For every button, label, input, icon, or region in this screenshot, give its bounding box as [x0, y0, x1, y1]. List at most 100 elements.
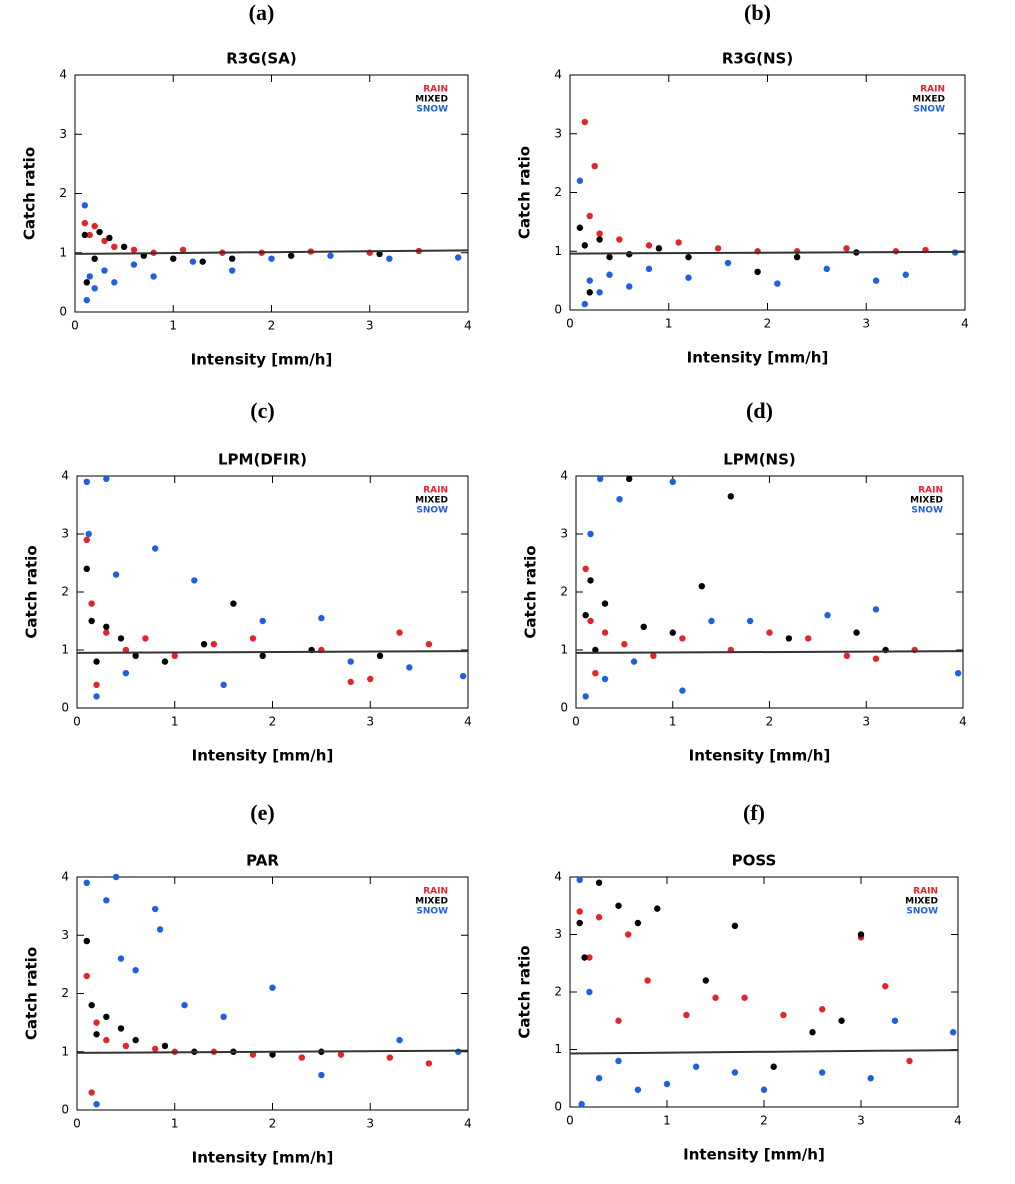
fit-line — [569, 250, 966, 255]
scatter-point — [724, 259, 732, 267]
scatter-point — [83, 879, 90, 887]
scatter-point — [179, 246, 187, 253]
scatter-point — [663, 1080, 671, 1088]
y-tick-label: 1 — [560, 643, 568, 657]
panel-label: (a) — [249, 0, 275, 25]
scatter-point — [576, 876, 583, 884]
scatter-point — [596, 230, 603, 237]
x-tick-label: 2 — [268, 319, 276, 333]
scatter-point — [595, 879, 603, 886]
scatter-point — [83, 565, 90, 572]
scatter-point — [103, 1013, 110, 1020]
scatter-point — [581, 954, 588, 961]
y-tick-label: 3 — [59, 127, 67, 141]
scatter-point — [86, 273, 93, 280]
scatter-point — [809, 1029, 816, 1036]
x-tick-label: 2 — [269, 1117, 277, 1131]
legend-entry: RAIN — [918, 486, 943, 496]
panel-label: (d) — [746, 398, 773, 423]
scatter-point — [685, 274, 692, 281]
scatter-point — [120, 243, 128, 251]
y-tick-label: 2 — [554, 985, 562, 999]
scatter-point — [132, 652, 139, 659]
scatter-point — [199, 258, 206, 265]
scatter-point — [117, 635, 125, 642]
scatter-point — [714, 245, 722, 252]
scatter-point — [601, 675, 609, 683]
scatter-point — [83, 536, 90, 543]
scatter-point — [132, 967, 139, 974]
y-tick-label: 0 — [554, 1100, 562, 1114]
scatter-point — [298, 1054, 306, 1061]
scatter-point — [111, 279, 118, 286]
scatter-point — [142, 635, 149, 642]
scatter-point — [576, 177, 584, 184]
y-axis-label: Catch ratio — [516, 146, 534, 239]
y-tick-label: 0 — [59, 305, 67, 319]
x-axis-label: Intensity [mm/h] — [687, 349, 829, 367]
x-axis-label: Intensity [mm/h] — [192, 747, 334, 765]
y-tick-label: 0 — [61, 1103, 69, 1117]
y-tick-label: 3 — [554, 126, 562, 140]
scatter-point — [156, 926, 164, 933]
scatter-point — [587, 577, 594, 584]
scatter-point — [685, 253, 692, 261]
scatter-point — [615, 902, 622, 909]
scatter-point — [654, 905, 661, 912]
y-tick-label: 1 — [61, 643, 69, 657]
plot-frame — [76, 876, 469, 1111]
x-tick-label: 0 — [71, 319, 79, 333]
scatter-point — [760, 1086, 768, 1093]
scatter-point — [93, 658, 100, 665]
x-tick-label: 1 — [669, 715, 677, 729]
chart-title: R3G(SA) — [226, 50, 296, 68]
scatter-point — [578, 1100, 585, 1108]
scatter-point — [103, 475, 110, 483]
legend-entry: RAIN — [423, 85, 448, 95]
scatter-point — [867, 1075, 874, 1082]
scatter-point — [770, 1063, 777, 1070]
x-tick-label: 4 — [954, 1114, 962, 1128]
scatter-point — [337, 1051, 345, 1058]
scatter-point — [954, 670, 962, 677]
scatter-point — [675, 239, 682, 246]
y-tick-label: 4 — [61, 870, 69, 884]
scatter-point — [425, 641, 433, 648]
scatter-point — [220, 1013, 227, 1020]
scatter-point — [81, 231, 89, 239]
x-tick-label: 3 — [366, 319, 374, 333]
y-tick-label: 2 — [554, 185, 562, 199]
scatter-point — [376, 652, 384, 659]
scatter-point — [587, 530, 594, 538]
scatter-point — [161, 658, 169, 665]
scatter-point — [88, 617, 95, 625]
scatter-point — [683, 1011, 690, 1019]
scatter-point — [625, 931, 632, 938]
scatter-point — [626, 475, 633, 483]
scatter-point — [249, 1051, 257, 1058]
scatter-point — [591, 162, 598, 170]
legend-entry: SNOW — [911, 506, 943, 516]
scatter-point — [117, 955, 125, 962]
scatter-point — [189, 258, 197, 265]
scatter-point — [376, 250, 383, 258]
scatter-point — [161, 1042, 169, 1050]
scatter-point — [754, 268, 761, 276]
scatter-point — [586, 277, 593, 284]
scatter-point — [96, 228, 103, 236]
x-tick-label: 4 — [464, 715, 472, 729]
scatter-point — [122, 1042, 130, 1050]
scatter-point — [586, 954, 593, 961]
scatter-point — [318, 614, 325, 622]
scatter-point — [615, 1017, 622, 1024]
panel-label: (e) — [250, 800, 274, 825]
scatter-point — [83, 296, 90, 304]
scatter-point — [103, 623, 110, 630]
y-tick-label: 4 — [554, 68, 562, 82]
scatter-point — [396, 1036, 403, 1044]
fit-line — [575, 650, 964, 654]
scatter-point — [576, 919, 583, 927]
legend-entry: MIXED — [415, 897, 448, 907]
x-tick-label: 1 — [169, 319, 177, 333]
scatter-point — [581, 300, 589, 308]
